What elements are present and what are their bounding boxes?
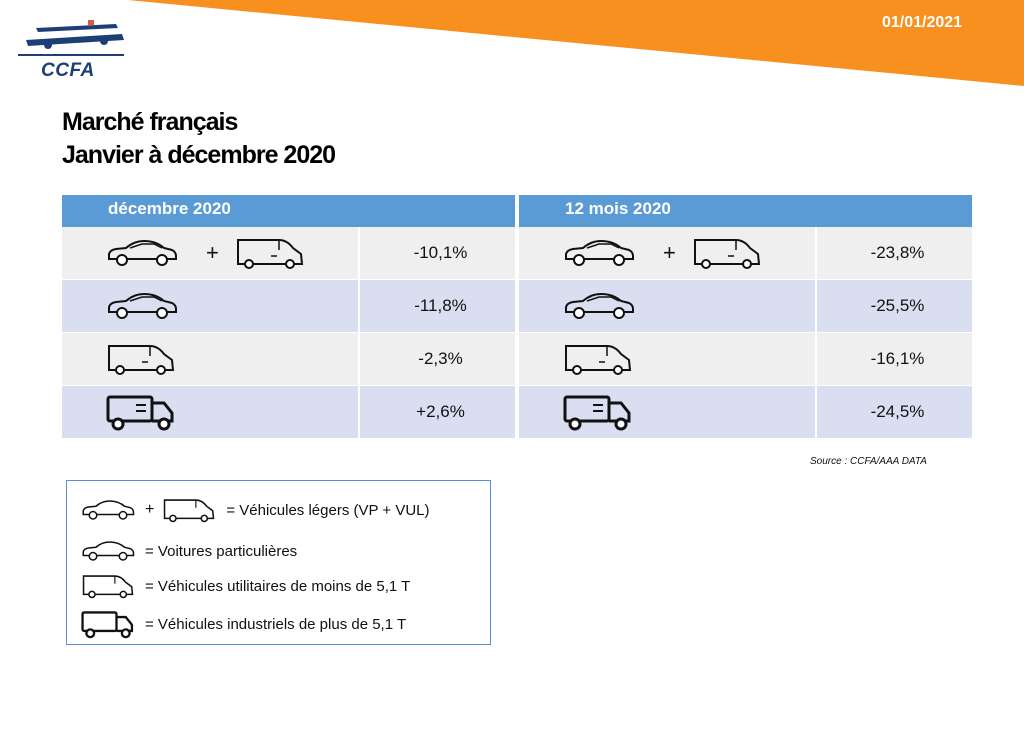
table-row: +2,6% [62,385,515,438]
plus-sign: + [206,240,219,265]
legend-text: = Véhicules utilitaires de moins de 5,1 … [145,577,411,595]
panel-heading: décembre 2020 [62,195,515,227]
truck-icon [106,395,174,431]
van-icon [565,345,632,375]
header-banner [128,0,1024,86]
header-date: 01/01/2021 [882,14,963,31]
plus-sign: + [663,240,676,265]
value-cell: -2,3% [358,333,515,385]
table-row: -16,1% [519,332,972,385]
title-line-2: Janvier à décembre 2020 [62,141,336,169]
legend-text: = Véhicules industriels de plus de 5,1 T [145,615,407,633]
value-cell: -16,1% [815,333,972,385]
table-row: -25,5% [519,279,972,332]
value-cell: -10,1% [358,227,515,279]
truck-icon [81,611,134,639]
table-row: -11,8% [62,279,515,332]
car-icon [82,500,135,520]
value-cell: -23,8% [815,227,972,279]
table-row: -24,5% [519,385,972,438]
van-icon [108,345,175,375]
value-cell: +2,6% [358,386,515,438]
legend-item: = Voitures particulières [81,539,297,563]
legend-item: = Véhicules industriels de plus de 5,1 T [81,609,406,639]
van-icon [82,575,134,599]
truck-icon [563,395,631,431]
van-icon [693,239,760,269]
logo-text: CCFA [41,60,95,81]
van-icon [164,499,215,523]
legend-text: = Voitures particulières [145,542,298,560]
panel-heading: 12 mois 2020 [519,195,972,227]
legend-text: = Véhicules légers (VP + VUL) [226,501,430,519]
page-title: Marché français Janvier à décembre 2020 [62,106,336,172]
plus-sign: + [145,501,155,518]
value-cell: -25,5% [815,280,972,332]
panel-12-months: 12 mois 2020 + -23,8% -25,5% -16,1% -24,… [519,195,972,438]
value-cell: -11,8% [358,280,515,332]
table-row: + -23,8% [519,227,972,279]
van-icon [236,239,303,269]
legend-item: = Véhicules utilitaires de moins de 5,1 … [81,573,410,599]
car-icon [565,292,634,319]
legend-item: + = Véhicules légers (VP + VUL) [81,497,430,523]
car-icon [108,292,177,319]
legend-box: + = Véhicules légers (VP + VUL) = Voitur… [66,480,491,645]
panel-december: décembre 2020 + -10,1% -11,8% -2,3% +2,6… [62,195,515,438]
car-icon [565,239,634,266]
ccfa-logo-icon [18,20,124,56]
value-cell: -24,5% [815,386,972,438]
table-row: -2,3% [62,332,515,385]
car-icon [108,239,177,266]
car-icon [82,541,135,561]
title-line-1: Marché français [62,108,238,136]
source-note: Source : CCFA/AAA DATA [810,456,927,467]
table-row: + -10,1% [62,227,515,279]
